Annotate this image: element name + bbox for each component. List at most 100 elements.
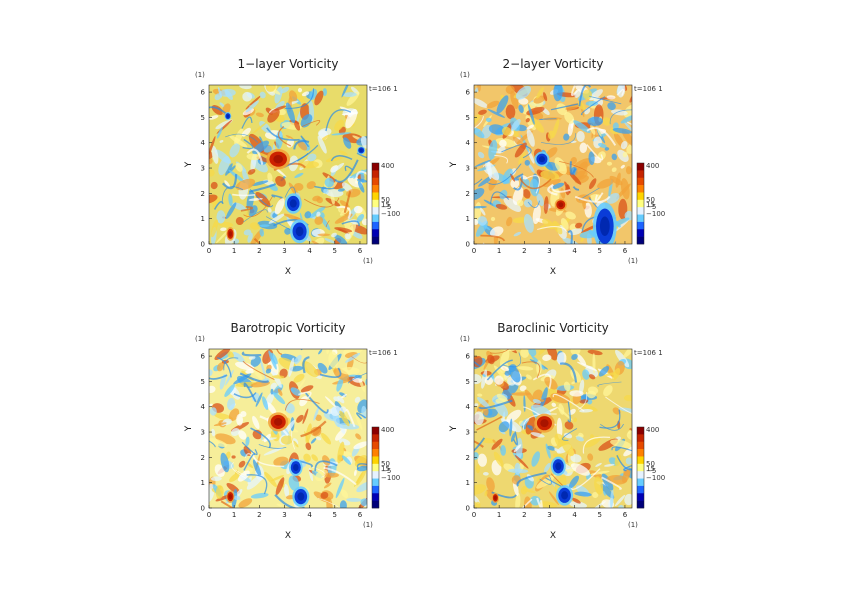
- texture-blob: [290, 387, 301, 396]
- texture-blob: [587, 349, 603, 356]
- texture-blob: [324, 472, 339, 478]
- filament: [626, 121, 632, 126]
- texture-blob: [218, 156, 230, 176]
- texture-blob: [480, 207, 486, 216]
- colorbar-segment: [372, 170, 379, 179]
- texture-blob: [569, 475, 579, 489]
- texture-blob: [266, 402, 277, 415]
- texture-blob: [353, 441, 367, 450]
- texture-blob: [224, 384, 235, 397]
- texture-blob: [225, 369, 234, 386]
- texture-blob: [337, 395, 345, 404]
- filament: [478, 399, 513, 410]
- filament: [597, 381, 622, 387]
- texture-blob: [224, 180, 231, 189]
- filament: [559, 161, 594, 178]
- x-tick-label: 2: [257, 511, 261, 519]
- filament: [552, 393, 585, 412]
- filament: [536, 497, 543, 508]
- filament: [513, 176, 523, 191]
- texture-blob: [482, 407, 489, 416]
- texture-blob: [304, 211, 312, 219]
- filament: [276, 349, 282, 355]
- texture-blob: [334, 213, 353, 224]
- filament: [522, 145, 532, 159]
- filament: [209, 440, 216, 448]
- texture-blob: [574, 222, 583, 229]
- filament: [271, 194, 283, 199]
- filament: [341, 220, 360, 227]
- texture-blob: [550, 392, 571, 404]
- colorbar-segment: [372, 471, 379, 479]
- colorbar-label: 50: [646, 196, 655, 204]
- texture-blob: [294, 354, 302, 365]
- colorbar-segment: [372, 434, 379, 443]
- texture-blob: [267, 108, 280, 123]
- y-tick-label: 1: [466, 479, 470, 487]
- colorbar-segment: [637, 449, 644, 457]
- texture-blob: [341, 85, 351, 98]
- texture-blob: [511, 392, 531, 396]
- texture-blob: [335, 477, 345, 499]
- colorbar-segment: [637, 236, 644, 245]
- texture-blob: [492, 439, 496, 444]
- filament: [588, 95, 622, 105]
- texture-blob: [242, 91, 253, 102]
- texture-blob: [323, 188, 329, 195]
- texture-blob: [491, 438, 503, 450]
- y-tick-label: 3: [466, 165, 470, 173]
- filament: [298, 391, 312, 399]
- colorbar-label: −5: [381, 203, 391, 211]
- texture-blob: [255, 112, 264, 118]
- y-axis-label: Y: [184, 161, 194, 168]
- x-unit-label: (1): [363, 521, 373, 529]
- filament: [623, 464, 632, 472]
- filament: [578, 85, 592, 107]
- colorbar-segment: [637, 427, 644, 435]
- texture-blob: [527, 104, 535, 125]
- texture-blob: [589, 178, 597, 190]
- texture-blob: [475, 464, 481, 474]
- x-tick-label: 6: [358, 511, 363, 519]
- colorbar-segment: [372, 463, 379, 472]
- texture-blob: [524, 159, 531, 166]
- filament: [225, 133, 259, 143]
- texture-blob: [488, 139, 498, 160]
- colorbar-label: 400: [381, 162, 394, 170]
- texture-blob: [574, 491, 592, 497]
- texture-blob: [576, 436, 584, 442]
- colorbar-label: −5: [381, 467, 391, 475]
- filament: [474, 178, 483, 186]
- colorbar-segment: [372, 192, 379, 201]
- texture-blob: [272, 375, 285, 379]
- texture-blob: [220, 452, 230, 473]
- texture-blob: [303, 453, 311, 462]
- texture-blob: [582, 369, 590, 380]
- texture-blob: [214, 93, 222, 101]
- filament: [274, 493, 305, 508]
- texture-blob: [550, 182, 565, 190]
- filament: [521, 361, 541, 379]
- filament: [243, 382, 257, 403]
- texture-blob: [568, 398, 573, 409]
- texture-blob: [474, 484, 487, 495]
- colorbar-label: 400: [381, 426, 394, 434]
- texture-blob: [356, 481, 367, 493]
- filament: [345, 409, 356, 428]
- texture-blob: [293, 373, 305, 383]
- colorbar-segment: [637, 229, 644, 237]
- colorbar-segment: [637, 478, 644, 487]
- y-tick-label: 4: [201, 139, 206, 147]
- texture-blob: [487, 108, 506, 118]
- filament: [616, 455, 632, 471]
- texture-blob: [614, 454, 622, 467]
- texture-blob: [526, 374, 532, 380]
- texture-blob: [589, 89, 603, 101]
- texture-blob: [624, 493, 632, 506]
- texture-blob: [477, 453, 488, 467]
- texture-blob: [501, 126, 512, 136]
- texture-blob: [280, 86, 290, 94]
- texture-blob: [316, 211, 321, 218]
- texture-blob: [622, 151, 628, 158]
- texture-blob: [331, 232, 337, 238]
